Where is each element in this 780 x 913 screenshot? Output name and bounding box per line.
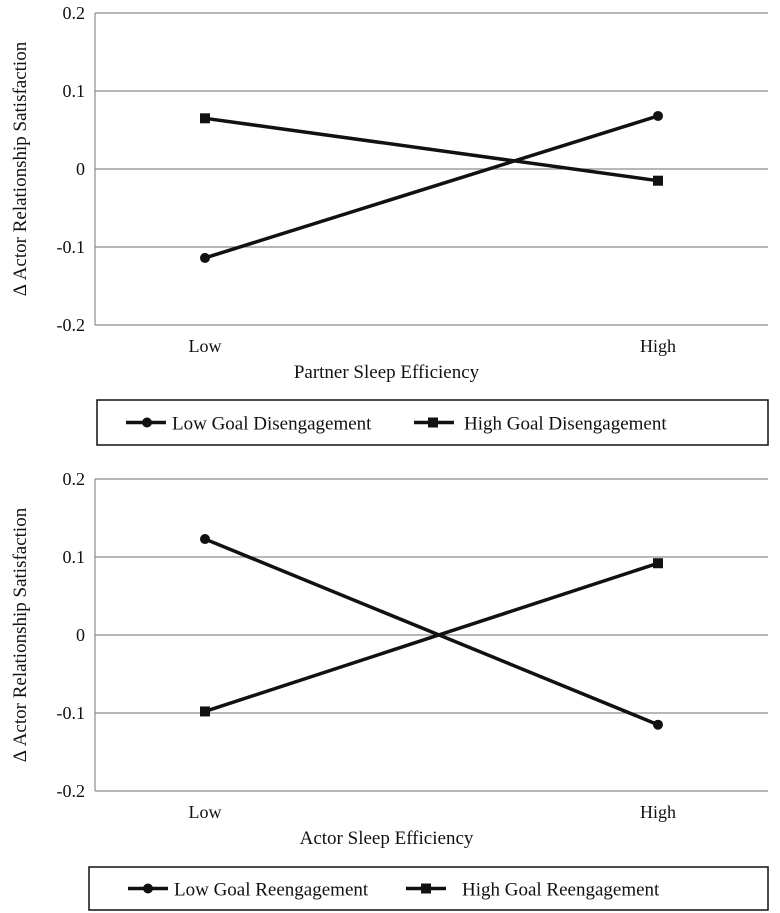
y-tick-label: -0.1 [57,703,86,723]
y-tick-label: 0.1 [63,547,86,567]
x-axis-title: Partner Sleep Efficiency [294,362,480,383]
legend-marker-1 [142,417,152,428]
series-line-1 [204,114,659,260]
legend: Low Goal Disengagement High Goal Disengag… [96,399,769,446]
x-tick-label: High [640,802,676,822]
data-point-1-2 [653,719,663,730]
legend-label-1: Low Goal Reengagement [174,880,369,901]
legend-marker-2 [428,417,438,428]
y-tick-label: 0.2 [63,3,86,23]
data-point-2-1 [200,113,210,124]
data-point-1-1 [200,534,210,545]
data-point-2-1 [200,706,210,717]
chart-panel-1: 0.2 0.1 0 -0.1 -0.2 Δ Actor Relationship Sati… [10,3,769,446]
y-tick-label: 0.2 [63,469,86,489]
data-point-2-2 [653,558,663,569]
x-tick-label: Low [189,802,222,822]
legend-marker-1 [143,883,153,894]
y-tick-label: -0.2 [57,781,86,801]
data-point-1-1 [200,252,210,263]
legend-label-2: High Goal Disengagement [464,414,667,435]
x-tick-label: High [640,336,676,356]
y-tick-label: -0.2 [57,315,86,335]
legend-box [96,399,769,446]
legend-label-2: High Goal Reengagement [462,880,660,901]
series-line-1 [204,537,659,727]
chart-panel-2: 0.2 0.1 0 -0.1 -0.2 Δ Actor Relationship Sati… [10,469,769,911]
data-point-2-2 [653,175,663,186]
y-tick-label: 0 [76,625,85,645]
series-line-2 [204,561,659,714]
y-axis-title: Δ Actor Relationship Satisfaction [10,507,31,762]
series-line-2 [204,116,659,183]
legend: Low Goal Reengagement High Goal Reengagem… [88,866,769,911]
y-tick-label: -0.1 [57,237,86,257]
legend-label-1: Low Goal Disengagement [172,414,372,435]
x-tick-label: Low [189,336,222,356]
y-axis-title: Δ Actor Relationship Satisfaction [10,41,31,296]
y-tick-label: 0.1 [63,81,86,101]
x-axis-title: Actor Sleep Efficiency [300,828,474,849]
y-tick-label: 0 [76,159,85,179]
data-point-1-2 [653,110,663,121]
legend-marker-2 [421,883,431,894]
